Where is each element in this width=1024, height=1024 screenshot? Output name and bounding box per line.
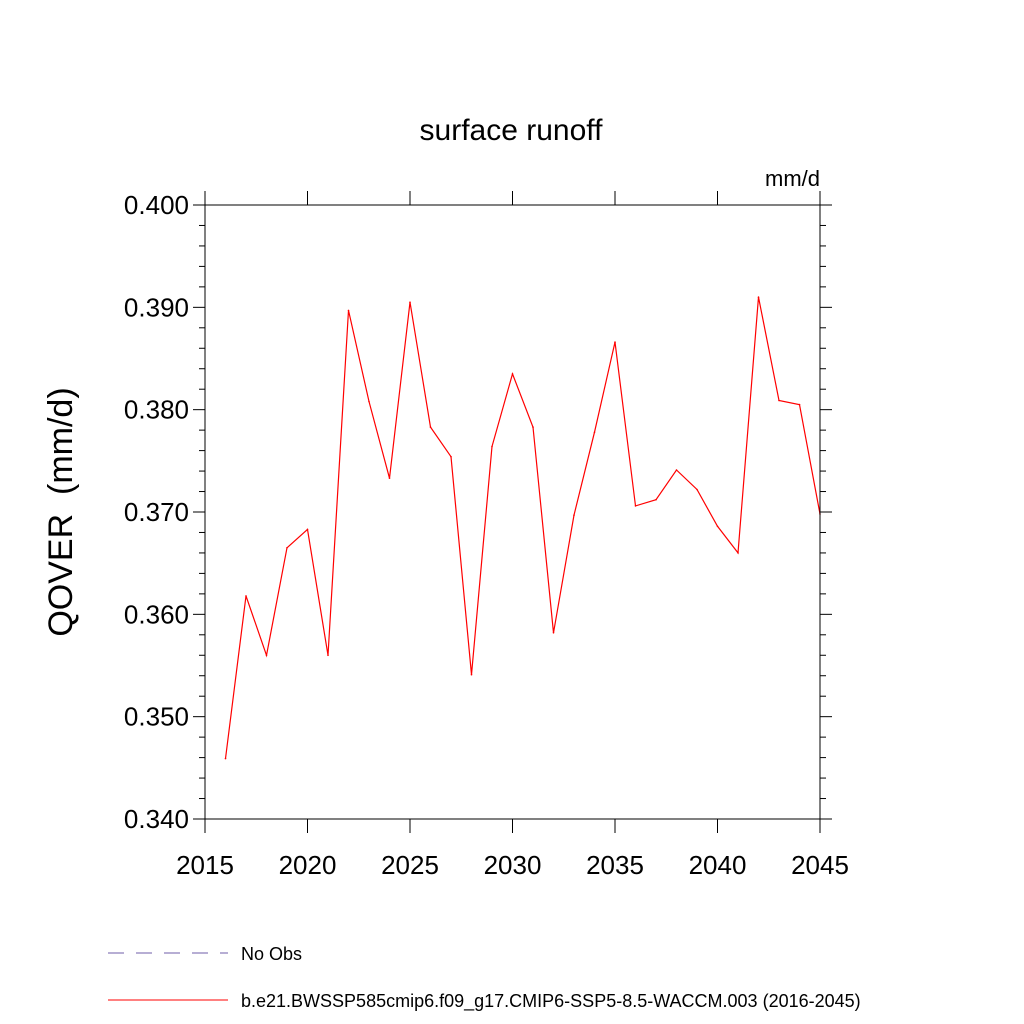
data-point [716, 525, 719, 528]
data-point [511, 373, 514, 375]
data-point [778, 399, 780, 402]
y-tick-labels: 0.340 0.350 0.360 0.370 0.380 0.390 0.400 [124, 190, 189, 834]
data-point [696, 488, 698, 491]
data-point [224, 757, 227, 760]
data-point [532, 426, 534, 428]
data-point [450, 455, 452, 458]
data-point [286, 547, 288, 549]
data-point [614, 341, 616, 343]
data-point [265, 654, 268, 657]
data-point [491, 445, 493, 448]
data-point [470, 673, 473, 676]
series-line-0 [224, 296, 821, 759]
x-tick-label: 2015 [176, 850, 234, 880]
data-point [429, 426, 432, 428]
chart-title: surface runoff [420, 114, 604, 147]
units-label: mm/d [765, 166, 820, 191]
legend-label-0: b.e21.BWSSP585cmip6.f09_g17.CMIP6-SSP5-8… [241, 991, 861, 1012]
data-point [327, 654, 329, 657]
data-point [306, 528, 309, 531]
x-tick-label: 2025 [381, 850, 439, 880]
x-tick-label: 2020 [279, 850, 337, 880]
x-tick-labels: 2015 2020 2025 2030 2035 2040 2045 [176, 850, 849, 880]
data-point [798, 403, 801, 406]
data-point [675, 469, 678, 471]
data-point [757, 296, 760, 298]
data-point [573, 514, 575, 516]
data-point [388, 477, 391, 480]
x-tick-label: 2040 [689, 850, 747, 880]
plot-frame [204, 204, 821, 820]
x-tick-label: 2045 [791, 850, 849, 880]
data-point [552, 632, 555, 634]
data-point [593, 431, 596, 434]
axis-ticks [193, 191, 832, 833]
y-tick-label: 0.370 [124, 497, 189, 527]
data-point [245, 595, 247, 597]
x-tick-label: 2030 [484, 850, 542, 880]
data-point [368, 400, 370, 403]
y-tick-label: 0.350 [124, 702, 189, 732]
y-tick-label: 0.380 [124, 395, 189, 425]
y-axis-label: QOVER (mm/d) [42, 387, 80, 636]
y-tick-label: 0.400 [124, 190, 189, 220]
x-tick-label: 2035 [586, 850, 644, 880]
y-tick-label: 0.360 [124, 599, 189, 629]
legend: No Obs b.e21.BWSSP585cmip6.f09_g17.CMIP6-… [108, 944, 861, 1012]
y-tick-label: 0.340 [124, 804, 189, 834]
y-tick-label: 0.390 [124, 292, 189, 322]
series-layer [224, 296, 821, 760]
data-point [737, 552, 739, 554]
data-point [409, 301, 411, 304]
data-point [347, 309, 350, 312]
legend-label-1: No Obs [241, 944, 302, 964]
data-point [634, 505, 637, 507]
data-point [655, 498, 657, 501]
